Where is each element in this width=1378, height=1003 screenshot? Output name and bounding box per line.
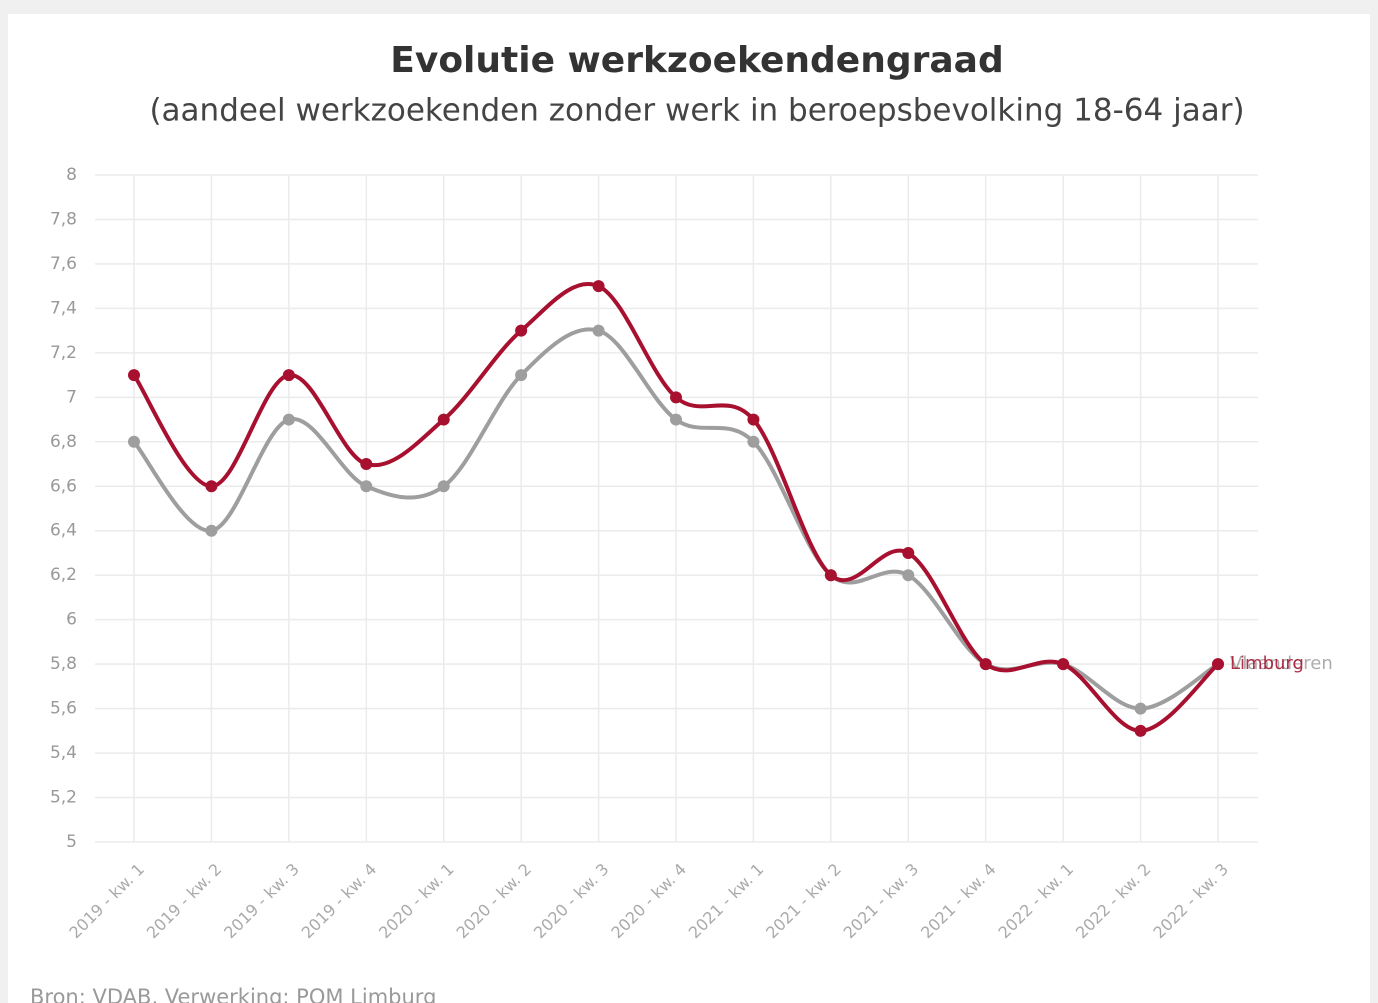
point bbox=[437, 480, 450, 493]
point bbox=[1212, 658, 1224, 671]
point bbox=[128, 435, 140, 448]
point bbox=[515, 324, 528, 337]
y-tick-label: 6,4 bbox=[50, 521, 77, 541]
y-tick-label: 5,2 bbox=[50, 788, 77, 808]
point bbox=[824, 569, 837, 582]
point bbox=[747, 413, 760, 426]
point bbox=[902, 546, 915, 559]
y-tick-label: 7,8 bbox=[50, 209, 77, 229]
y-tick-label: 6 bbox=[66, 610, 77, 630]
point bbox=[592, 324, 605, 337]
point bbox=[437, 413, 450, 426]
y-tick-label: 7,6 bbox=[50, 254, 77, 274]
point bbox=[902, 569, 915, 582]
chart-title: Evolutie werkzoekendengraad bbox=[390, 40, 1003, 81]
series-label: Limburg bbox=[1230, 653, 1304, 674]
point bbox=[747, 435, 760, 448]
point bbox=[282, 369, 295, 382]
point bbox=[1134, 702, 1147, 715]
panel bbox=[8, 14, 1370, 1003]
y-tick-label: 7 bbox=[66, 387, 77, 407]
chart-subtitle: (aandeel werkzoekenden zonder werk in be… bbox=[149, 93, 1244, 129]
point bbox=[515, 369, 528, 382]
point bbox=[205, 480, 218, 493]
point bbox=[205, 524, 218, 537]
point bbox=[1057, 658, 1070, 671]
y-tick-label: 6,2 bbox=[50, 565, 77, 585]
point bbox=[360, 480, 373, 493]
y-tick-label: 8 bbox=[66, 165, 77, 185]
source: Bron: VDAB, Verwerking: POM Limburg bbox=[30, 985, 436, 1003]
point bbox=[670, 391, 682, 404]
y-tick-label: 7,4 bbox=[50, 298, 77, 318]
y-tick-label: 7,2 bbox=[50, 343, 77, 363]
y-tick-label: 5,8 bbox=[50, 654, 77, 674]
point bbox=[360, 458, 373, 471]
point bbox=[670, 413, 682, 426]
y-tick-label: 5,4 bbox=[50, 743, 77, 763]
point bbox=[979, 658, 992, 671]
y-tick-label: 5,6 bbox=[50, 699, 77, 719]
y-tick-label: 6,8 bbox=[50, 432, 77, 452]
y-tick-label: 5 bbox=[66, 832, 77, 852]
point bbox=[282, 413, 295, 426]
point bbox=[1134, 724, 1147, 737]
point bbox=[128, 369, 140, 382]
y-tick-label: 6,6 bbox=[50, 476, 77, 496]
series-label: Vlaanderen bbox=[1230, 653, 1333, 674]
point bbox=[592, 280, 605, 293]
